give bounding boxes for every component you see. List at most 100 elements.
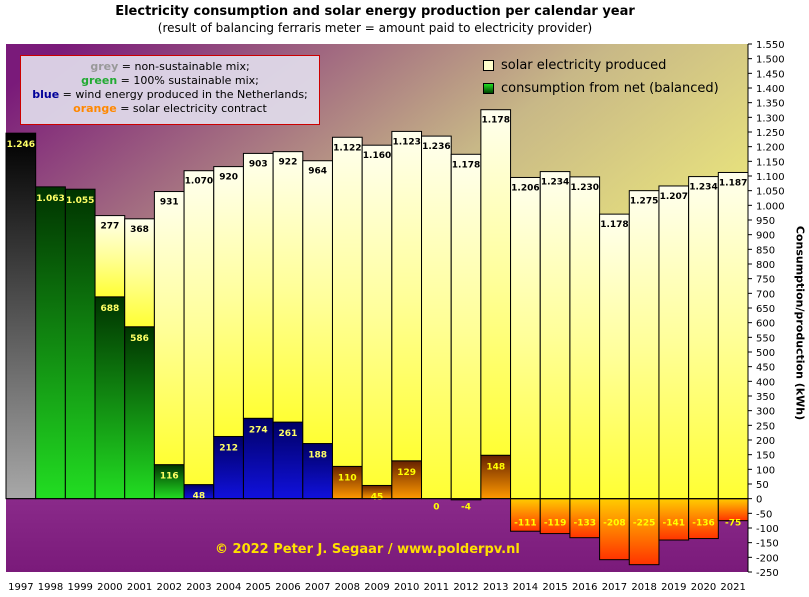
solar-bar-2002 xyxy=(153,191,185,466)
x-tick-label-2009: 2009 xyxy=(364,582,389,593)
consumption-label-2021: -75 xyxy=(725,519,741,529)
y-tick-label: 0 xyxy=(756,495,762,506)
chart-title: Electricity consumption and solar energy… xyxy=(115,4,635,19)
solar-label-2007: 964 xyxy=(308,167,327,177)
y-tick-label: -150 xyxy=(756,539,779,550)
solar-label-2012: 1.178 xyxy=(452,160,480,170)
y-tick-label: -200 xyxy=(756,553,779,564)
y-tick-label: 1.050 xyxy=(756,187,785,198)
color-legend-box: grey = non-sustainable mix; green = 100%… xyxy=(20,55,320,125)
y-tick-label: 250 xyxy=(756,421,775,432)
x-tick-label-1997: 1997 xyxy=(8,582,33,593)
x-tick-label-2005: 2005 xyxy=(246,582,271,593)
chart-subtitle: (result of balancing ferraris meter = am… xyxy=(157,21,593,35)
solar-bar-2015 xyxy=(539,171,571,500)
y-tick-label: 1.150 xyxy=(756,157,785,168)
x-tick-label-2012: 2012 xyxy=(453,582,478,593)
y-tick-label: 900 xyxy=(756,231,775,242)
solar-bar-2005 xyxy=(242,152,274,419)
consumption-bar-2006 xyxy=(272,421,304,500)
y-tick-label: 350 xyxy=(756,392,775,403)
legend-green-key: green xyxy=(81,74,118,87)
solar-bar-2013 xyxy=(480,109,512,456)
solar-label-2006: 922 xyxy=(279,158,298,168)
x-tick-label-2018: 2018 xyxy=(631,582,656,593)
legend-blue-text: = wind energy produced in the Netherland… xyxy=(59,88,308,101)
legend-solar-swatch xyxy=(483,60,494,71)
y-tick-label: 750 xyxy=(756,275,775,286)
consumption-label-2017: -208 xyxy=(603,519,626,529)
y-tick-label: 550 xyxy=(756,333,775,344)
y-tick-label: 650 xyxy=(756,304,775,315)
y-tick-label: 1.300 xyxy=(756,113,785,124)
x-tick-label-2020: 2020 xyxy=(691,582,716,593)
solar-label-2015: 1.234 xyxy=(541,178,569,188)
solar-label-2018: 1.275 xyxy=(630,197,658,207)
consumption-bar-1998 xyxy=(35,186,66,500)
y-tick-label: 1.350 xyxy=(756,99,785,110)
x-tick-label-2015: 2015 xyxy=(542,582,567,593)
consumption-label-1998: 1.063 xyxy=(36,194,64,204)
solar-label-2005: 903 xyxy=(249,159,268,169)
solar-bar-2017 xyxy=(599,213,630,500)
consumption-label-2008: 110 xyxy=(338,473,357,483)
legend-solar-label: solar electricity produced xyxy=(501,58,667,73)
y-tick-label: 150 xyxy=(756,451,775,462)
legend-consumption-entry: consumption from net (balanced) xyxy=(483,81,719,96)
x-tick-label-2000: 2000 xyxy=(97,582,122,593)
y-tick-label: 300 xyxy=(756,407,775,418)
y-tick-label: 1.450 xyxy=(756,69,785,80)
solar-label-2019: 1.207 xyxy=(660,192,688,202)
solar-bar-2004 xyxy=(213,166,244,437)
x-tick-label-2001: 2001 xyxy=(127,582,152,593)
y-tick-label: 500 xyxy=(756,348,775,359)
y-tick-label: 1.000 xyxy=(756,201,785,212)
x-tick-label-2010: 2010 xyxy=(394,582,419,593)
y-tick-label: 1.250 xyxy=(756,128,785,139)
solar-label-2010: 1.123 xyxy=(392,137,420,147)
consumption-bar-2016 xyxy=(569,498,601,539)
legend-green-text: = 100% sustainable mix; xyxy=(117,74,259,87)
solar-bar-2011 xyxy=(421,135,452,500)
x-tick-label-2002: 2002 xyxy=(157,582,182,593)
solar-label-2021: 1.187 xyxy=(719,178,747,188)
y-tick-label: 200 xyxy=(756,436,775,447)
consumption-bar-2018 xyxy=(628,498,660,566)
solar-label-2000: 277 xyxy=(100,222,119,232)
consumption-label-2019: -141 xyxy=(663,519,686,529)
consumption-bar-2021 xyxy=(717,498,749,522)
x-tick-label-2008: 2008 xyxy=(335,582,360,593)
consumption-label-2011: 0 xyxy=(433,503,439,513)
consumption-bar-2001 xyxy=(124,326,155,500)
consumption-bar-2005 xyxy=(242,417,274,500)
x-tick-label-2011: 2011 xyxy=(424,582,449,593)
x-tick-label-2021: 2021 xyxy=(720,582,745,593)
solar-label-2017: 1.178 xyxy=(600,220,628,230)
solar-label-2016: 1.230 xyxy=(571,183,599,193)
y-tick-label: -250 xyxy=(756,568,779,579)
consumption-bar-1997 xyxy=(5,132,37,500)
consumption-label-1997: 1.246 xyxy=(7,140,35,150)
x-tick-label-2004: 2004 xyxy=(216,582,241,593)
y-tick-label: -100 xyxy=(756,524,779,535)
y-tick-label: 100 xyxy=(756,465,775,476)
y-tick-label: 800 xyxy=(756,260,775,271)
y-tick-label: 1.400 xyxy=(756,84,785,95)
legend-orange-text: = solar electricity contract xyxy=(116,102,267,115)
legend-solar-entry: solar electricity produced xyxy=(483,58,666,73)
solar-bar-2010 xyxy=(391,130,423,462)
consumption-label-2020: -136 xyxy=(692,519,715,529)
legend-grey-key: grey xyxy=(90,60,119,73)
consumption-label-2002: 116 xyxy=(160,472,179,482)
solar-bar-2018 xyxy=(628,190,660,500)
solar-bar-2009 xyxy=(361,144,393,486)
y-tick-label: -50 xyxy=(756,509,772,520)
consumption-label-2004: 212 xyxy=(219,443,238,453)
consumption-label-2001: 586 xyxy=(130,334,149,344)
consumption-bar-2000 xyxy=(94,296,126,500)
consumption-label-2014: -111 xyxy=(514,519,537,529)
consumption-label-2016: -133 xyxy=(573,519,596,529)
consumption-label-2013: 148 xyxy=(486,462,505,472)
consumption-bar-2004 xyxy=(213,435,244,500)
